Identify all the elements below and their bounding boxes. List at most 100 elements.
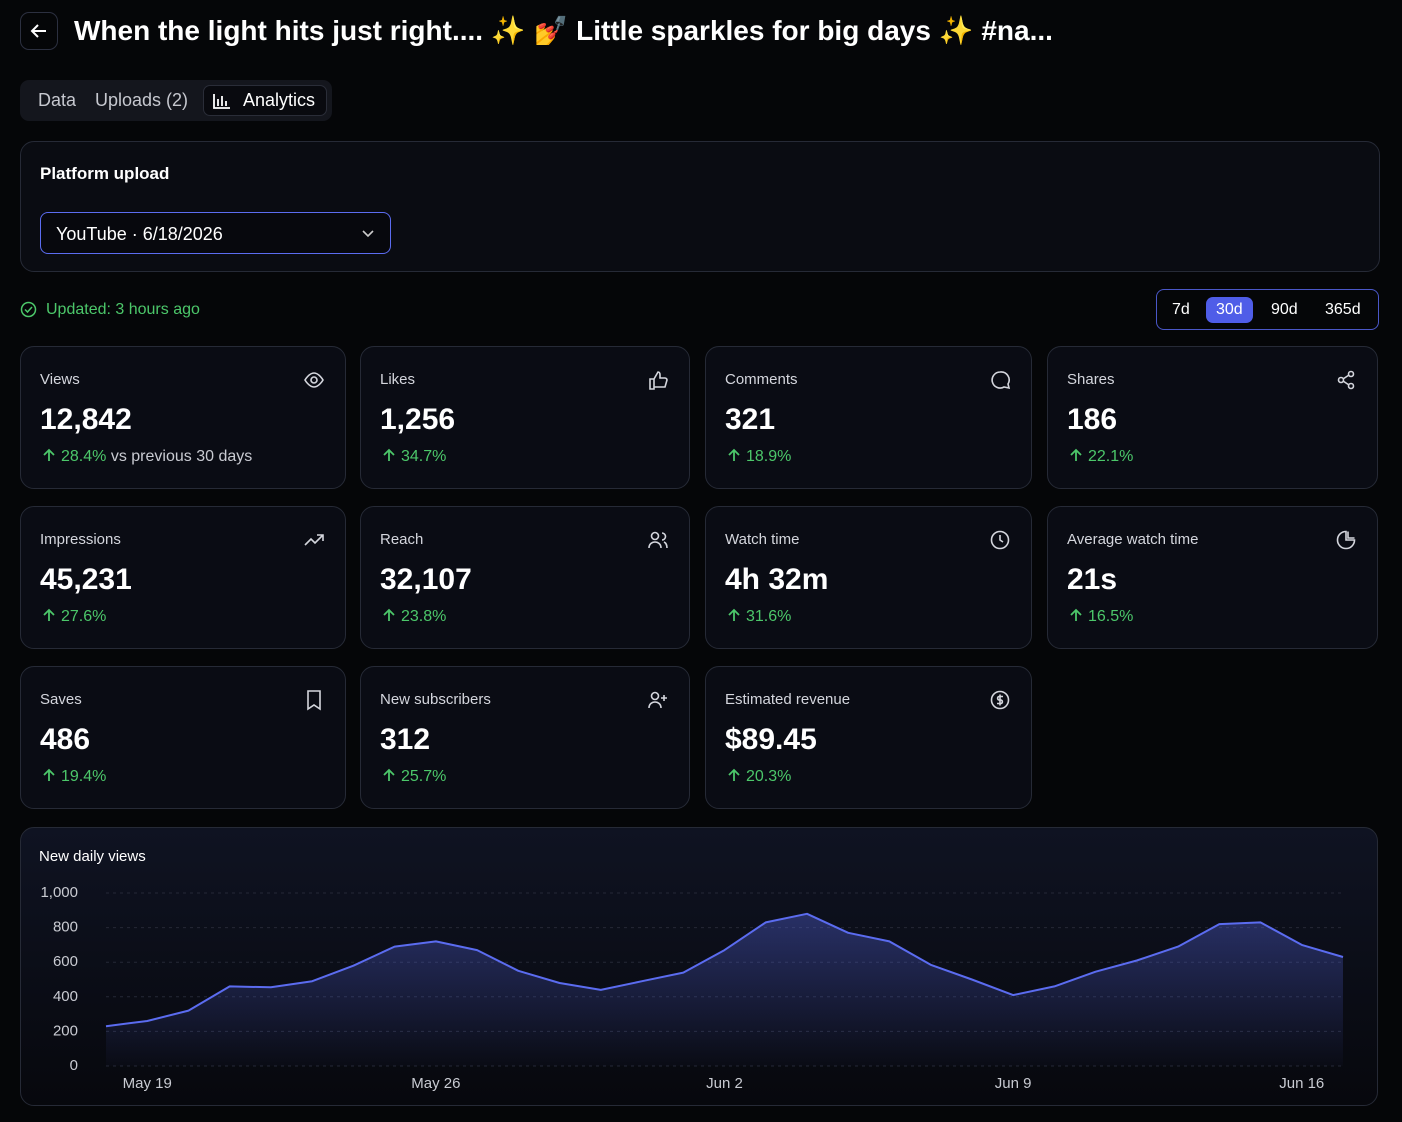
y-tick-label: 1,000: [40, 884, 78, 901]
change-value: 27.6%: [61, 608, 107, 625]
metric-card: Average watch time 21s 16.5%: [1047, 506, 1378, 649]
platform-select[interactable]: YouTube · 6/18/2026: [40, 212, 391, 254]
metric-value: 1,256: [380, 403, 456, 436]
chart: New daily views 0 200 400 600 800 1,000 May 19…: [39, 848, 1344, 1092]
up-arrow: [383, 768, 395, 781]
up-arrow: [43, 448, 55, 461]
metric-label: Saves: [40, 691, 82, 708]
x-tick-label: Jun 2: [706, 1075, 743, 1092]
up-arrow: [43, 768, 55, 781]
tab[interactable]: Analytics: [243, 90, 316, 110]
metric-icon: [991, 371, 1011, 390]
metric-label: Comments: [725, 371, 798, 388]
metric-value: 321: [725, 403, 776, 436]
metric-label: Estimated revenue: [725, 691, 851, 708]
metric-value: 4h 32m: [725, 563, 829, 596]
metric-icon: [1337, 370, 1355, 390]
metric-card: Saves 486 19.4%: [20, 666, 346, 809]
metric-change: 27.6%: [42, 608, 106, 626]
change-value: 18.9%: [746, 448, 792, 465]
platform-value: YouTube · 6/18/2026: [56, 224, 223, 244]
range-picker: [1156, 289, 1379, 330]
up-arrow: [383, 448, 395, 461]
metric-change: 28.4% vs previous 30 days: [42, 448, 252, 466]
page-title: When the light hits just right.... ✨ 💅 L…: [74, 15, 1053, 46]
metric-value: $89.45: [725, 723, 817, 756]
tab[interactable]: Uploads (2): [95, 90, 189, 110]
metric-value: 186: [1067, 403, 1118, 436]
y-tick-label: 0: [70, 1057, 78, 1074]
metric-value: 12,842: [40, 403, 132, 436]
range-button[interactable]: 7d: [1172, 301, 1190, 318]
metric-change: 25.7%: [382, 768, 446, 786]
metric-value: 486: [40, 723, 91, 756]
x-tick-label: Jun 16: [1279, 1075, 1324, 1092]
up-arrow: [728, 768, 740, 781]
up-arrow: [43, 608, 55, 621]
metric-change: 23.8%: [382, 608, 446, 626]
up-arrow: [728, 608, 740, 621]
tab-active-bg: [203, 85, 327, 116]
metric-change: 20.3%: [727, 768, 791, 786]
change-value: 34.7%: [401, 448, 447, 465]
metric-label: Impressions: [40, 531, 121, 548]
metric-card: Impressions 45,231 27.6%: [20, 506, 346, 649]
metric-change: 16.5%: [1069, 608, 1133, 626]
tab-icon: [213, 94, 230, 109]
up-arrow: [383, 608, 395, 621]
metric-card: Reach 32,107 23.8%: [360, 506, 690, 649]
metric-value: 45,231: [40, 563, 132, 596]
platform-label: Platform upload: [40, 164, 170, 183]
metric-label: Reach: [380, 531, 424, 548]
up-arrow: [1070, 608, 1082, 621]
metric-card: Estimated revenue $89.45 20.3%: [705, 666, 1032, 809]
metric-card: Likes 1,256 34.7%: [360, 346, 690, 489]
tab[interactable]: Data: [38, 90, 77, 110]
metric-icon: [304, 372, 324, 388]
change-note: vs previous 30 days: [110, 448, 253, 465]
metric-label: Shares: [1067, 371, 1115, 388]
up-arrow: [1070, 448, 1082, 461]
chart-title: New daily views: [39, 848, 146, 865]
metric-label: Watch time: [725, 531, 800, 548]
metric-icon: [649, 371, 668, 390]
y-tick-label: 800: [53, 919, 78, 936]
metric-label: Views: [40, 371, 80, 388]
metric-icon: [307, 690, 321, 711]
metric-change: 31.6%: [727, 608, 791, 626]
status-text: Updated: 3 hours ago: [46, 301, 200, 318]
change-value: 20.3%: [746, 768, 792, 785]
metric-value: 21s: [1067, 563, 1118, 596]
chevron: [362, 230, 374, 238]
metric-card: Shares 186 22.1%: [1047, 346, 1378, 489]
change-value: 16.5%: [1088, 608, 1134, 625]
change-value: 19.4%: [61, 768, 107, 785]
change-value: 22.1%: [1088, 448, 1134, 465]
metric-icon: [1336, 530, 1356, 550]
back-icon: [30, 24, 46, 38]
y-tick-label: 400: [53, 988, 78, 1005]
back-button[interactable]: [20, 12, 58, 50]
metric-label: Average watch time: [1067, 531, 1199, 548]
range-button[interactable]: 365d: [1325, 301, 1361, 318]
change-value: 23.8%: [401, 608, 447, 625]
metric-icon: [304, 534, 324, 546]
status-icon: [20, 301, 37, 318]
metric-change: 22.1%: [1069, 448, 1133, 466]
y-tick-label: 200: [53, 1022, 78, 1039]
metric-card: New subscribers 312 25.7%: [360, 666, 690, 809]
metric-icon: [990, 690, 1010, 710]
metric-icon: [990, 530, 1010, 550]
change-value: 28.4%: [61, 448, 107, 465]
metric-icon: [648, 531, 668, 549]
range-button[interactable]: 90d: [1271, 301, 1298, 318]
metric-change: 19.4%: [42, 768, 106, 786]
x-tick-label: May 19: [123, 1075, 172, 1092]
up-arrow: [728, 448, 740, 461]
metric-card: Views 12,842 28.4% vs previous 30 days: [20, 346, 346, 489]
range-button[interactable]: 30d: [1206, 297, 1253, 323]
area: [106, 913, 1343, 1066]
x-tick-label: Jun 9: [995, 1075, 1032, 1092]
line: [105, 912, 1344, 1028]
